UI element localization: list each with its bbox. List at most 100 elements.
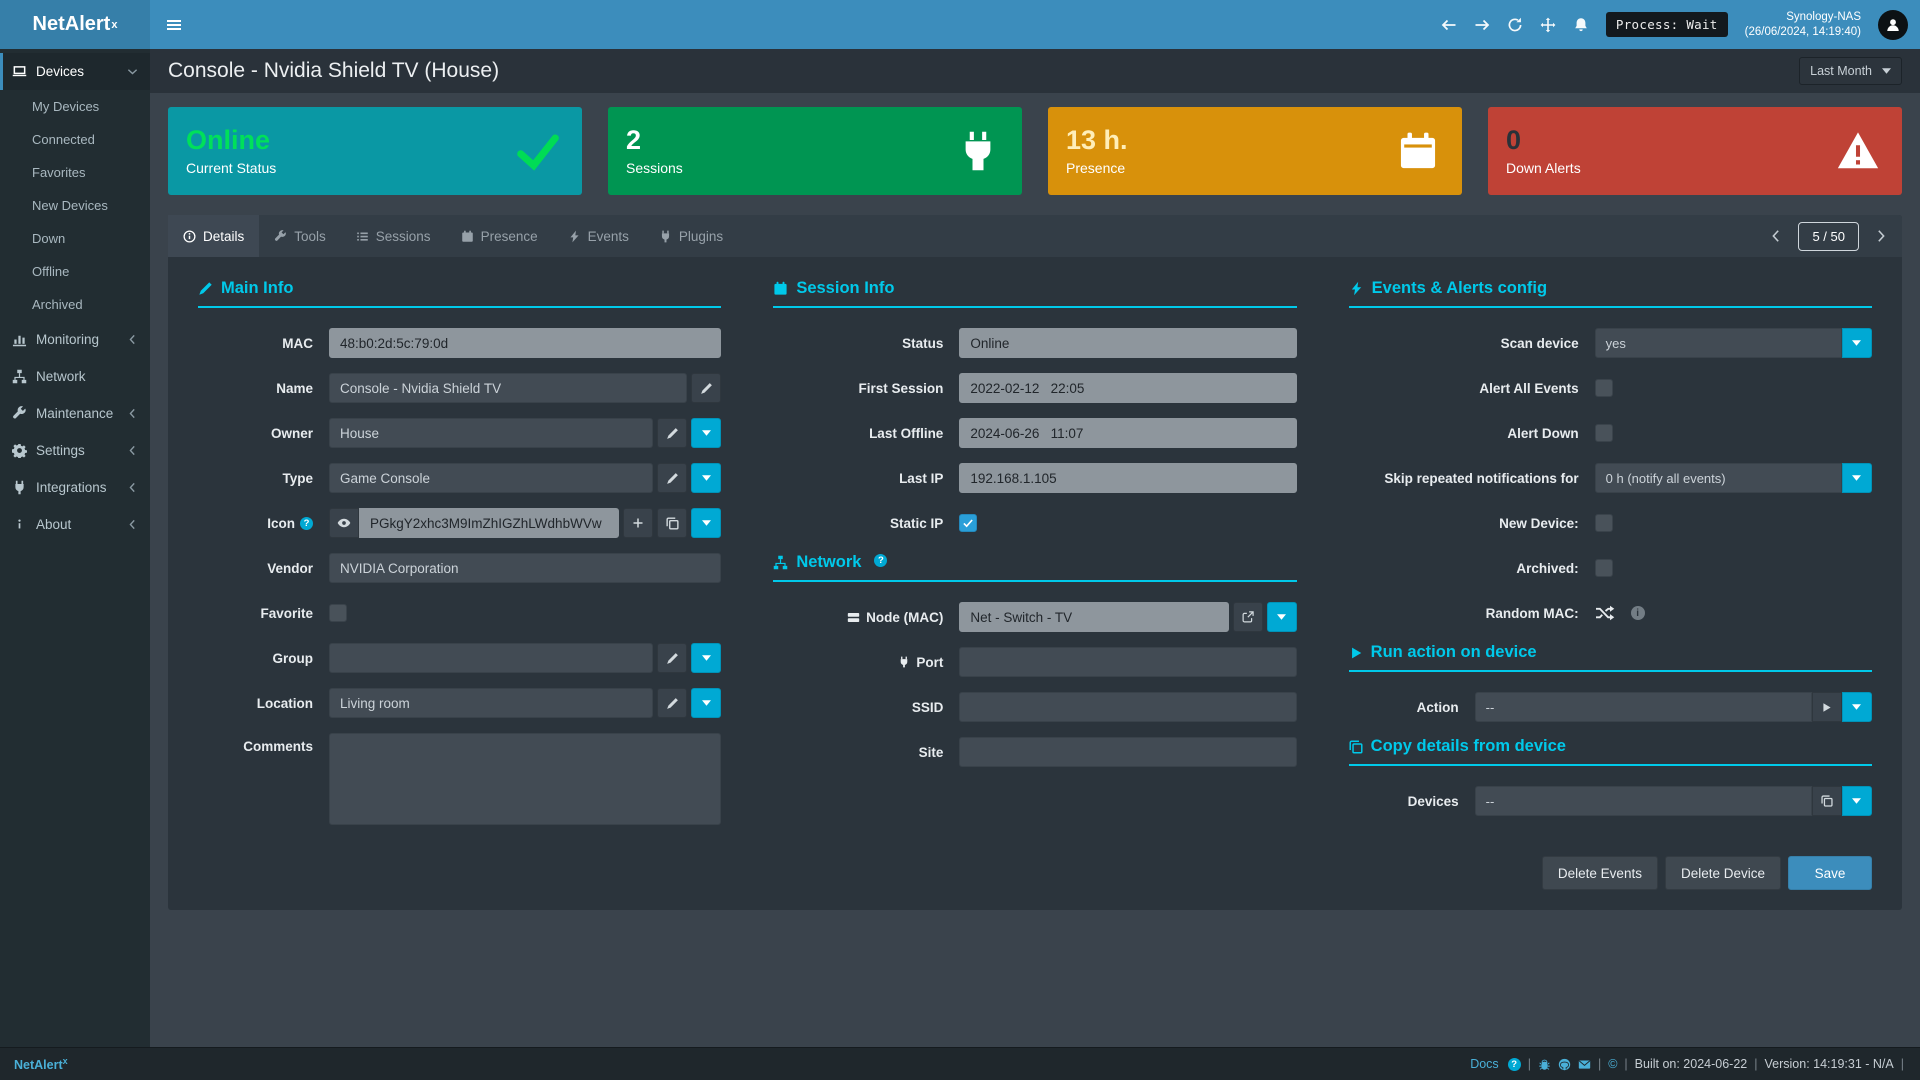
move-icon[interactable]: [1540, 17, 1556, 33]
card-down-alerts[interactable]: 0 Down Alerts: [1488, 107, 1902, 195]
footer-brand[interactable]: NetAlertx: [14, 1055, 68, 1073]
location-input[interactable]: [329, 688, 654, 718]
edit-owner-button[interactable]: [657, 418, 688, 448]
icon-preview-button[interactable]: [329, 508, 359, 538]
sidebar-item-maintenance[interactable]: Maintenance: [0, 395, 150, 432]
node-mac-input[interactable]: [959, 602, 1229, 632]
copy-devices-dropdown-button[interactable]: [1841, 786, 1872, 816]
field-first-session: First Session: [773, 373, 1297, 403]
session-info-column: Session Info Status First Session Last O…: [773, 279, 1297, 840]
icon-dropdown-button[interactable]: [691, 508, 722, 538]
calendar-icon: [1392, 125, 1444, 177]
name-input[interactable]: [329, 373, 688, 403]
archived-checkbox[interactable]: [1594, 559, 1613, 577]
scan-device-dropdown-button[interactable]: [1841, 328, 1872, 358]
ssid-input[interactable]: [959, 692, 1297, 722]
alert-all-events-checkbox[interactable]: [1594, 379, 1613, 397]
random-mac-label: Random MAC:: [1485, 605, 1579, 621]
group-input[interactable]: [329, 643, 654, 673]
help-icon[interactable]: ?: [300, 516, 313, 530]
new-device-checkbox[interactable]: [1594, 514, 1613, 532]
skip-notifications-select[interactable]: 0 h (notify all events): [1594, 463, 1842, 493]
card-presence[interactable]: 13 h. Presence: [1048, 107, 1462, 195]
scan-device-select[interactable]: yes: [1594, 328, 1842, 358]
type-dropdown-button[interactable]: [691, 463, 722, 493]
avatar[interactable]: [1878, 9, 1908, 40]
run-action-button[interactable]: [1811, 692, 1842, 722]
app-logo[interactable]: NetAlert x: [0, 0, 150, 49]
alert-down-checkbox[interactable]: [1594, 424, 1613, 442]
sidebar-item-down[interactable]: Down: [32, 231, 66, 246]
sidebar-item-connected[interactable]: Connected: [32, 132, 95, 147]
sidebar-item-settings[interactable]: Settings: [0, 432, 150, 469]
refresh-icon[interactable]: [1507, 17, 1523, 33]
card-sessions[interactable]: 2 Sessions: [608, 107, 1022, 195]
delete-device-button[interactable]: Delete Device: [1664, 856, 1781, 890]
edit-type-button[interactable]: [657, 463, 688, 493]
tab-presence[interactable]: Presence: [446, 215, 553, 257]
save-button[interactable]: Save: [1788, 856, 1872, 890]
sidebar-item-devices[interactable]: Devices: [0, 53, 150, 90]
icon-base64-input[interactable]: [359, 508, 620, 538]
tab-plugins[interactable]: Plugins: [644, 215, 738, 257]
action-dropdown-button[interactable]: [1841, 692, 1872, 722]
skip-notifications-dropdown-button[interactable]: [1841, 463, 1872, 493]
pagination-next-button[interactable]: [1874, 229, 1888, 243]
vendor-input[interactable]: [329, 553, 722, 583]
pagination-prev-button[interactable]: [1769, 229, 1783, 243]
favorite-checkbox[interactable]: [329, 604, 347, 622]
status-input[interactable]: [959, 328, 1297, 358]
info-icon[interactable]: i: [1630, 606, 1645, 620]
notifications-bell-icon[interactable]: [1573, 17, 1589, 33]
owner-dropdown-button[interactable]: [691, 418, 722, 448]
nav-back-icon[interactable]: [1441, 17, 1457, 33]
group-dropdown-button[interactable]: [691, 643, 722, 673]
sidebar-item-monitoring[interactable]: Monitoring: [0, 321, 150, 358]
mac-input[interactable]: [329, 328, 722, 358]
last-ip-input[interactable]: [959, 463, 1297, 493]
edit-name-button[interactable]: [691, 373, 722, 403]
sidebar-item-about[interactable]: About: [0, 506, 150, 543]
type-input[interactable]: [329, 463, 654, 493]
comments-textarea[interactable]: [329, 733, 722, 825]
delete-events-button[interactable]: Delete Events: [1541, 856, 1658, 890]
location-dropdown-button[interactable]: [691, 688, 722, 718]
tab-tools[interactable]: Tools: [259, 215, 341, 257]
period-select[interactable]: Last Month: [1799, 57, 1902, 85]
owner-input[interactable]: [329, 418, 654, 448]
sidebar-item-offline[interactable]: Offline: [32, 264, 70, 279]
open-node-button[interactable]: [1232, 602, 1263, 632]
card-current-status[interactable]: Online Current Status: [168, 107, 582, 195]
license-link[interactable]: ©: [1608, 1057, 1618, 1071]
sidebar-item-favorites[interactable]: Favorites: [32, 165, 86, 180]
edit-location-button[interactable]: [657, 688, 688, 718]
action-select[interactable]: --: [1474, 692, 1812, 722]
icon-add-button[interactable]: [623, 508, 654, 538]
tab-presence-label: Presence: [480, 228, 538, 244]
tab-events[interactable]: Events: [553, 215, 644, 257]
node-dropdown-button[interactable]: [1266, 602, 1297, 632]
first-session-input[interactable]: [959, 373, 1297, 403]
static-ip-checkbox[interactable]: [959, 514, 978, 532]
sidebar-item-new-devices[interactable]: New Devices: [32, 198, 108, 213]
edit-group-button[interactable]: [657, 643, 688, 673]
sidebar-item-integrations[interactable]: Integrations: [0, 469, 150, 506]
sidebar-item-my-devices[interactable]: My Devices: [32, 99, 100, 114]
site-input[interactable]: [959, 737, 1297, 767]
mail-icon[interactable]: [1578, 1058, 1591, 1071]
tab-sessions[interactable]: Sessions: [341, 215, 446, 257]
docs-link[interactable]: Docs?: [1470, 1057, 1521, 1071]
nav-forward-icon[interactable]: [1474, 17, 1490, 33]
bug-report-icon[interactable]: [1538, 1058, 1551, 1071]
sidebar-item-network[interactable]: Network: [0, 358, 150, 395]
sidebar-item-archived[interactable]: Archived: [32, 297, 83, 312]
port-input[interactable]: [959, 647, 1297, 677]
help-icon[interactable]: ?: [874, 554, 888, 567]
github-icon[interactable]: [1558, 1058, 1571, 1071]
copy-devices-select[interactable]: --: [1474, 786, 1812, 816]
tab-details[interactable]: Details: [168, 215, 260, 257]
icon-copy-button[interactable]: [657, 508, 688, 538]
last-offline-input[interactable]: [959, 418, 1297, 448]
copy-from-device-button[interactable]: [1811, 786, 1842, 816]
sidebar-toggle-button[interactable]: [150, 0, 198, 49]
